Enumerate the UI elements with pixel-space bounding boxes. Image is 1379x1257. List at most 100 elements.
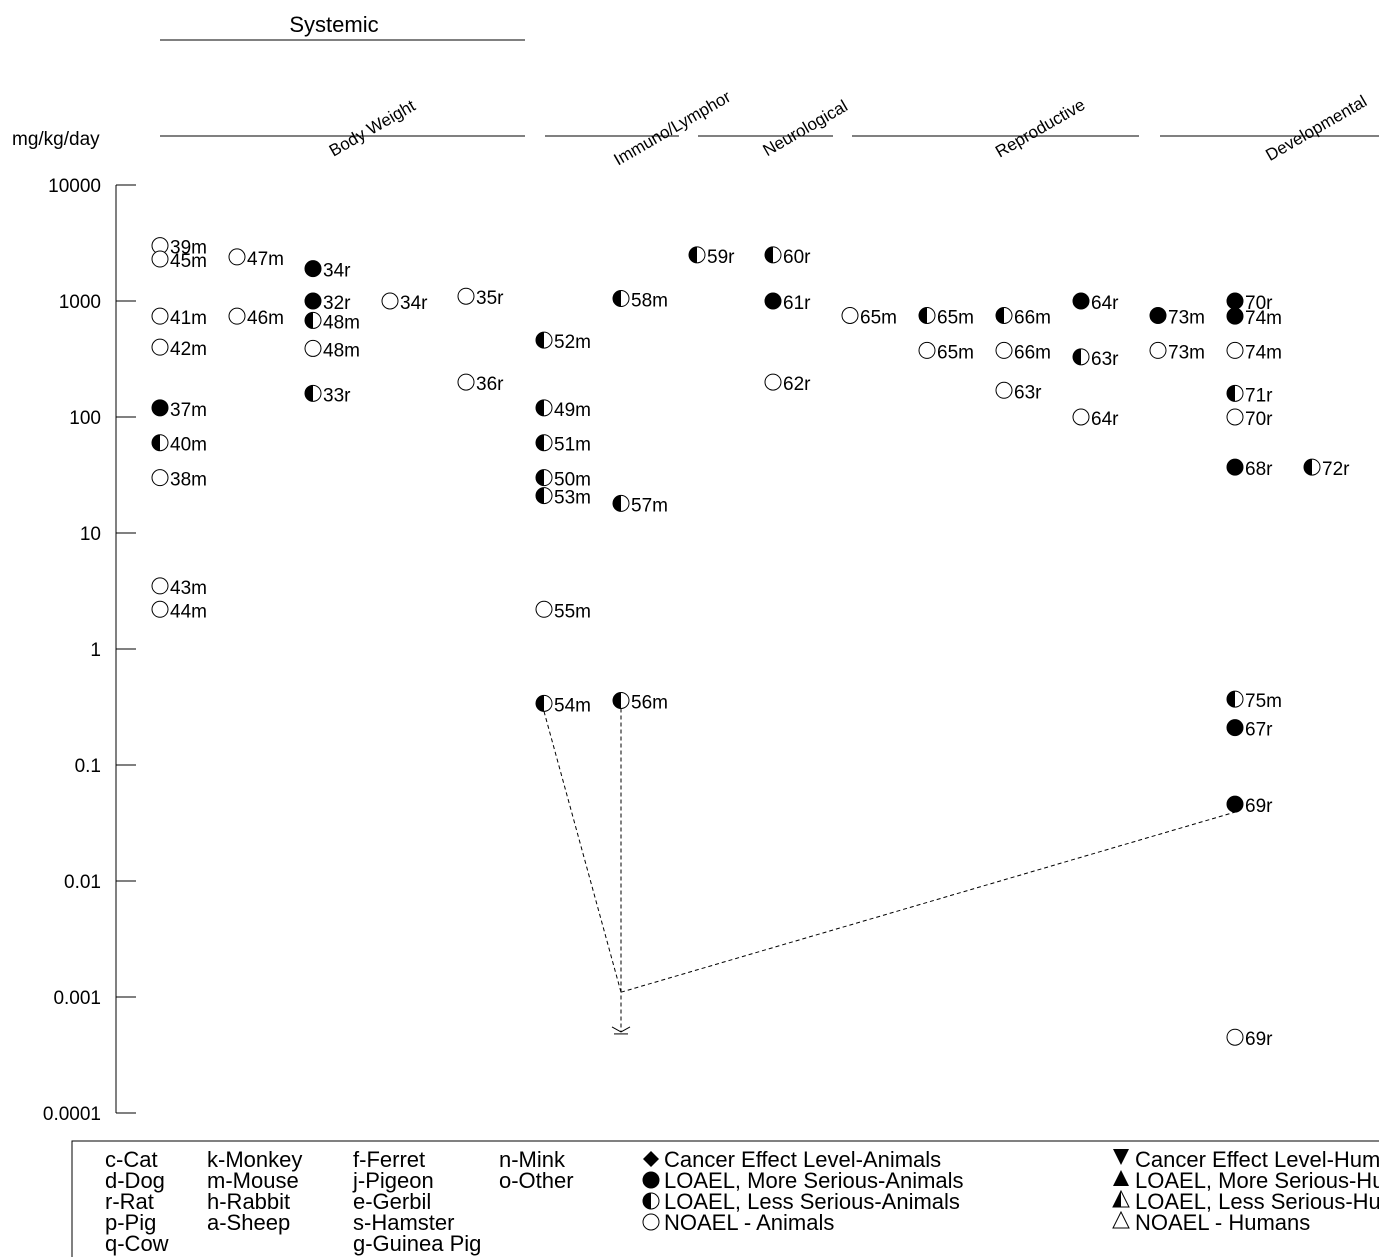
data-point: 66m xyxy=(995,341,1051,363)
point-marker xyxy=(151,600,169,618)
data-point: 33r xyxy=(304,384,351,406)
legend-label: Cancer Effect Level-Humans xyxy=(1135,1147,1379,1172)
marker-half-fill xyxy=(1073,348,1081,365)
data-point: 74m xyxy=(1226,341,1282,363)
point-label: 70r xyxy=(1245,293,1273,314)
category-label: Reproductive xyxy=(992,95,1088,162)
point-marker xyxy=(1149,306,1167,324)
point-marker xyxy=(535,434,553,452)
data-point: 64r xyxy=(1072,408,1119,430)
marker-half-fill xyxy=(1113,1191,1121,1207)
legend-label: LOAEL, Less Serious-Animals xyxy=(664,1189,960,1214)
point-marker xyxy=(151,338,169,356)
legend-label: LOAEL, Less Serious-Humans xyxy=(1135,1189,1379,1214)
point-label: 35r xyxy=(476,288,504,309)
data-point: 63r xyxy=(995,381,1042,403)
y-axis-label: mg/kg/day xyxy=(12,129,100,150)
point-marker xyxy=(1226,292,1244,310)
data-point: 59r xyxy=(688,246,735,268)
point-marker xyxy=(381,292,399,310)
point-label: 59r xyxy=(707,247,735,268)
marker-half-fill xyxy=(305,385,313,402)
point-marker xyxy=(1072,408,1090,426)
species-label: o-Other xyxy=(499,1168,574,1193)
point-label: 48m xyxy=(323,312,360,333)
data-point: 60r xyxy=(764,246,811,268)
legend-label: LOAEL, More Serious-Humans xyxy=(1135,1168,1379,1193)
point-label: 60r xyxy=(783,247,811,268)
point-marker xyxy=(304,384,322,402)
legend-marker xyxy=(642,1213,660,1231)
data-point: 43m xyxy=(151,577,207,599)
species-label: q-Cow xyxy=(105,1231,169,1256)
point-label: 61r xyxy=(783,293,811,314)
data-point: 66m xyxy=(995,306,1051,328)
mrl-line xyxy=(620,811,1236,993)
point-marker xyxy=(612,494,630,512)
point-marker xyxy=(151,434,169,452)
point-marker xyxy=(995,306,1013,324)
mrl-arrow xyxy=(611,1026,631,1033)
data-point: 53m xyxy=(535,487,591,509)
point-label: 66m xyxy=(1014,342,1051,363)
species-label: h-Rabbit xyxy=(207,1189,290,1214)
point-marker xyxy=(151,250,169,268)
data-point: 68r xyxy=(1226,458,1273,480)
point-label: 72r xyxy=(1322,459,1350,480)
point-label: 51m xyxy=(554,435,591,456)
point-marker xyxy=(995,381,1013,399)
species-label: m-Mouse xyxy=(207,1168,299,1193)
point-label: 48m xyxy=(323,340,360,361)
point-label: 55m xyxy=(554,601,591,622)
point-label: 49m xyxy=(554,400,591,421)
y-tick-label: 0.1 xyxy=(75,756,101,777)
marker-half-fill xyxy=(1227,385,1235,402)
legend-box xyxy=(71,1140,1379,1257)
data-point: 67r xyxy=(1226,719,1273,741)
point-label: 54m xyxy=(554,695,591,716)
point-marker xyxy=(918,306,936,324)
point-marker xyxy=(304,339,322,357)
category-label: Body Weight xyxy=(326,96,419,161)
data-point: 69r xyxy=(1226,795,1273,817)
point-label: 36r xyxy=(476,374,504,395)
point-marker xyxy=(228,307,246,325)
marker-half-fill xyxy=(613,495,621,512)
mrl-dashed-lines xyxy=(543,708,1236,1035)
point-label: 40m xyxy=(170,435,207,456)
data-point: 52m xyxy=(535,331,591,353)
point-label: 73m xyxy=(1168,342,1205,363)
data-point: 50m xyxy=(535,469,591,491)
point-label: 32r xyxy=(323,293,351,314)
point-label: 37m xyxy=(170,400,207,421)
y-tick-label: 100 xyxy=(69,408,101,429)
legend-label: NOAEL - Animals xyxy=(664,1210,834,1235)
point-label: 43m xyxy=(170,578,207,599)
data-point: 38m xyxy=(151,469,207,491)
data-point: 35r xyxy=(457,287,504,309)
legend-label: Cancer Effect Level-Animals xyxy=(664,1147,941,1172)
point-label: 47m xyxy=(247,249,284,270)
point-label: 69r xyxy=(1245,1029,1273,1050)
marker-half-fill xyxy=(1227,691,1235,708)
point-label: 65m xyxy=(937,342,974,363)
point-marker xyxy=(457,287,475,305)
point-marker xyxy=(304,260,322,278)
data-point: 61r xyxy=(764,292,811,314)
marker-half-fill xyxy=(152,434,160,451)
marker-half-fill xyxy=(1304,459,1312,476)
point-label: 52m xyxy=(554,332,591,353)
data-point: 73m xyxy=(1149,306,1205,328)
data-point: 32r xyxy=(304,292,351,314)
point-marker xyxy=(612,691,630,709)
data-point: 58m xyxy=(612,290,668,312)
point-marker xyxy=(841,306,859,324)
systemic-header: Systemic xyxy=(289,12,378,37)
point-marker xyxy=(151,399,169,417)
species-label: d-Dog xyxy=(105,1168,165,1193)
point-marker xyxy=(228,248,246,266)
point-marker xyxy=(995,341,1013,359)
point-label: 69r xyxy=(1245,796,1273,817)
marker-half-fill xyxy=(536,399,544,416)
